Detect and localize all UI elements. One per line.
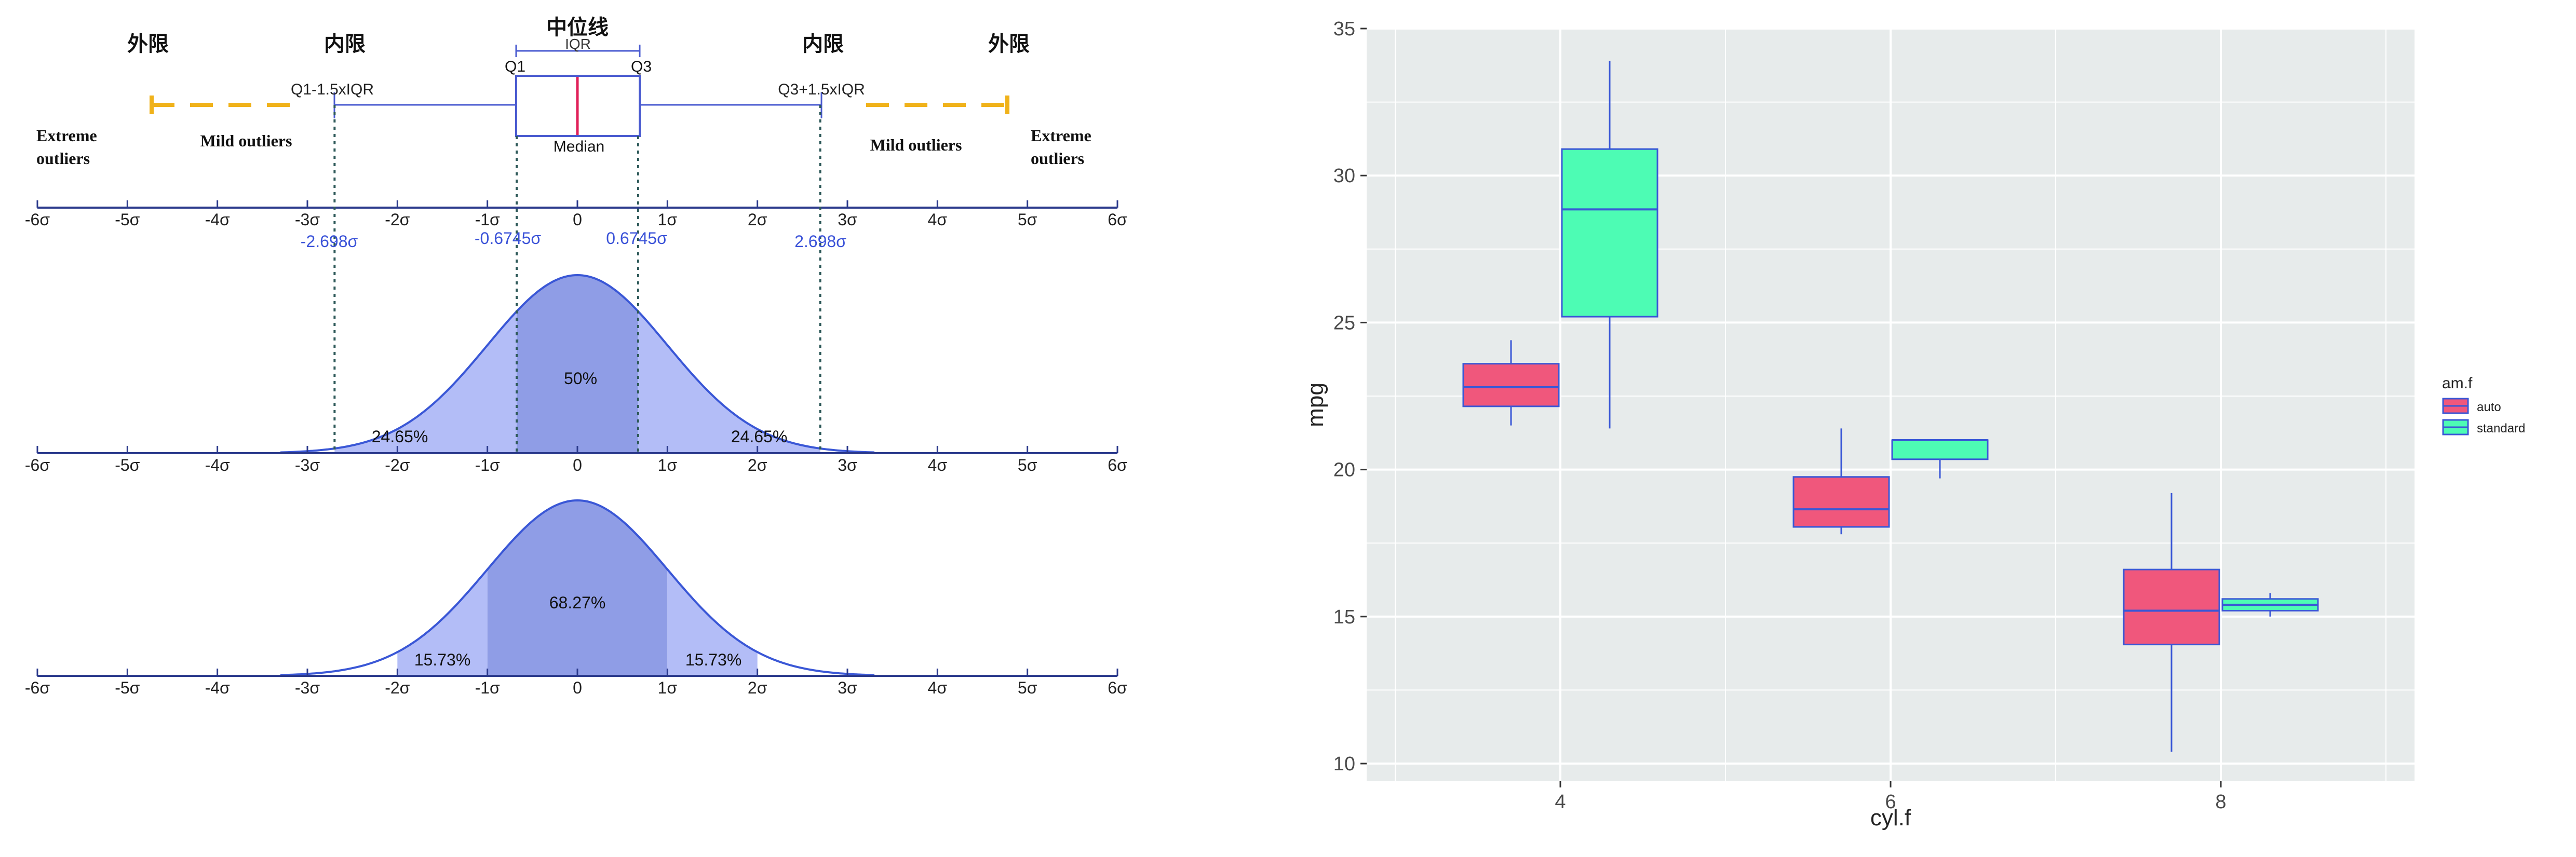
curve1-region-center xyxy=(517,275,638,453)
inner-fence-label-right: 内限 xyxy=(802,32,844,56)
sigma-tick-label-middle-9: 3σ xyxy=(838,456,857,474)
ref-label-neg-2698: -2.698σ xyxy=(301,232,358,251)
curve1-region-center-label: 50% xyxy=(564,369,597,388)
ref-label-06745: 0.6745σ xyxy=(606,229,667,248)
sigma-tick-label-middle-5: -1σ xyxy=(475,456,500,474)
sigma-tick-label-top-6: 0 xyxy=(573,210,582,229)
mild-outliers-right: Mild outliers xyxy=(870,135,962,154)
sigma-tick-label-middle-7: 1σ xyxy=(658,456,678,474)
mpg-boxplot-chart: 10 15 20 25 30 35 4 6 8 mpg cyl.f am.f auto stan… xyxy=(1303,18,2525,831)
x-tick-label-1: 6 xyxy=(1885,791,1896,813)
ref-label-2698: 2.698σ xyxy=(794,232,846,251)
sigma-tick-label-middle-10: 4σ xyxy=(928,456,948,474)
curve2-region-center xyxy=(487,500,668,676)
sigma-tick-label-middle-11: 5σ xyxy=(1018,456,1037,474)
legend-label-auto: auto xyxy=(2477,400,2501,414)
x-tick-label-2: 8 xyxy=(2215,791,2226,813)
boxplot-normal-distribution-diagram: 外限 内限 中位线 内限 外限 IQR Q1 Q3 Median Q1-1.5x… xyxy=(25,16,1127,697)
sigma-tick-label-bottom-6: 0 xyxy=(573,678,582,697)
legend-title: am.f xyxy=(2442,375,2473,392)
y-tick-label-4: 30 xyxy=(1333,165,1355,187)
sigma-tick-label-middle-3: -3σ xyxy=(295,456,320,474)
box-auto-8 xyxy=(2123,568,2220,646)
ref-label-neg-06745: -0.6745σ xyxy=(475,229,542,248)
q1-label: Q1 xyxy=(505,58,525,75)
extreme-outliers-left: Extreme outliers xyxy=(36,126,101,168)
sigma-tick-label-bottom-8: 2σ xyxy=(748,678,767,697)
sigma-tick-label-top-9: 3σ xyxy=(838,210,857,229)
curve1-region-right-label: 24.65% xyxy=(731,427,788,446)
sigma-tick-label-bottom-10: 4σ xyxy=(928,678,948,697)
sigma-tick-label-top-3: -3σ xyxy=(295,210,320,229)
sigma-tick-label-top-7: 1σ xyxy=(658,210,678,229)
x-axis-label: cyl.f xyxy=(1870,805,1911,831)
sigma-tick-label-middle-4: -2σ xyxy=(385,456,410,474)
q3-label: Q3 xyxy=(631,58,652,75)
sigma-tick-label-bottom-1: -5σ xyxy=(115,678,140,697)
sigma-tick-label-top-11: 5σ xyxy=(1018,210,1037,229)
sigma-tick-label-bottom-9: 3σ xyxy=(838,678,857,697)
normal-curve-1 xyxy=(280,274,875,454)
y-tick-label-2: 20 xyxy=(1333,459,1355,481)
sigma-tick-label-bottom-2: -4σ xyxy=(205,678,230,697)
sigma-tick-label-bottom-3: -3σ xyxy=(295,678,320,697)
sigma-tick-label-bottom-5: -1σ xyxy=(475,678,500,697)
inner-fence-label-left: 内限 xyxy=(324,32,366,56)
curve1-region-right xyxy=(638,311,820,453)
curve2-region-left-label: 15.73% xyxy=(414,650,471,669)
iqr-label: IQR xyxy=(565,36,591,52)
upper-fence-label: Q3+1.5xIQR xyxy=(778,81,865,98)
sigma-tick-label-top-0: -6σ xyxy=(25,210,50,229)
extreme-outliers-right: Extreme outliers xyxy=(1031,126,1096,168)
sigma-tick-label-middle-6: 0 xyxy=(573,456,582,474)
y-tick-label-0: 10 xyxy=(1333,753,1355,775)
legend-label-standard: standard xyxy=(2477,421,2525,436)
box-standard-4 xyxy=(1561,148,1658,318)
curve2-region-right-label: 15.73% xyxy=(685,650,742,669)
sigma-tick-label-bottom-11: 5σ xyxy=(1018,678,1037,697)
curve1-region-left-label: 24.65% xyxy=(372,427,428,446)
sigma-tick-label-top-4: -2σ xyxy=(385,210,410,229)
box-auto-6 xyxy=(1792,476,1890,528)
box-auto-4 xyxy=(1462,363,1560,407)
lower-fence-label: Q1-1.5xIQR xyxy=(291,81,374,98)
sigma-tick-label-top-12: 6σ xyxy=(1108,210,1127,229)
sigma-tick-label-top-2: -4σ xyxy=(205,210,230,229)
sigma-tick-label-bottom-4: -2σ xyxy=(385,678,410,697)
sigma-tick-label-bottom-0: -6σ xyxy=(25,678,50,697)
sigma-tick-label-top-10: 4σ xyxy=(928,210,948,229)
sigma-tick-label-top-8: 2σ xyxy=(748,210,767,229)
sigma-tick-label-middle-8: 2σ xyxy=(748,456,767,474)
y-tick-label-5: 35 xyxy=(1333,18,1355,40)
normal-curve-2 xyxy=(280,499,875,676)
curve1-region-left xyxy=(334,311,517,453)
box-standard-6 xyxy=(1891,439,1989,460)
sigma-tick-label-top-5: -1σ xyxy=(475,210,500,229)
outer-fence-label-left: 外限 xyxy=(127,32,169,56)
sigma-tick-label-middle-0: -6σ xyxy=(25,456,50,474)
y-axis-label: mpg xyxy=(1303,383,1328,427)
curve2-region-center-label: 68.27% xyxy=(549,593,606,612)
x-tick-label-0: 4 xyxy=(1555,791,1566,813)
outer-fence-label-right: 外限 xyxy=(988,32,1030,56)
median-label: Median xyxy=(554,138,604,155)
sigma-tick-label-top-1: -5σ xyxy=(115,210,140,229)
median-line-title: 中位线 xyxy=(546,16,609,39)
sigma-tick-label-bottom-12: 6σ xyxy=(1108,678,1127,697)
sigma-tick-label-middle-1: -5σ xyxy=(115,456,140,474)
y-tick-label-3: 25 xyxy=(1333,312,1355,334)
sigma-tick-label-middle-12: 6σ xyxy=(1108,456,1127,474)
mild-outliers-left: Mild outliers xyxy=(200,131,292,150)
sigma-tick-label-bottom-7: 1σ xyxy=(658,678,678,697)
y-tick-label-1: 15 xyxy=(1333,606,1355,628)
sigma-tick-label-middle-2: -4σ xyxy=(205,456,230,474)
legend: am.f auto standard xyxy=(2442,375,2525,436)
